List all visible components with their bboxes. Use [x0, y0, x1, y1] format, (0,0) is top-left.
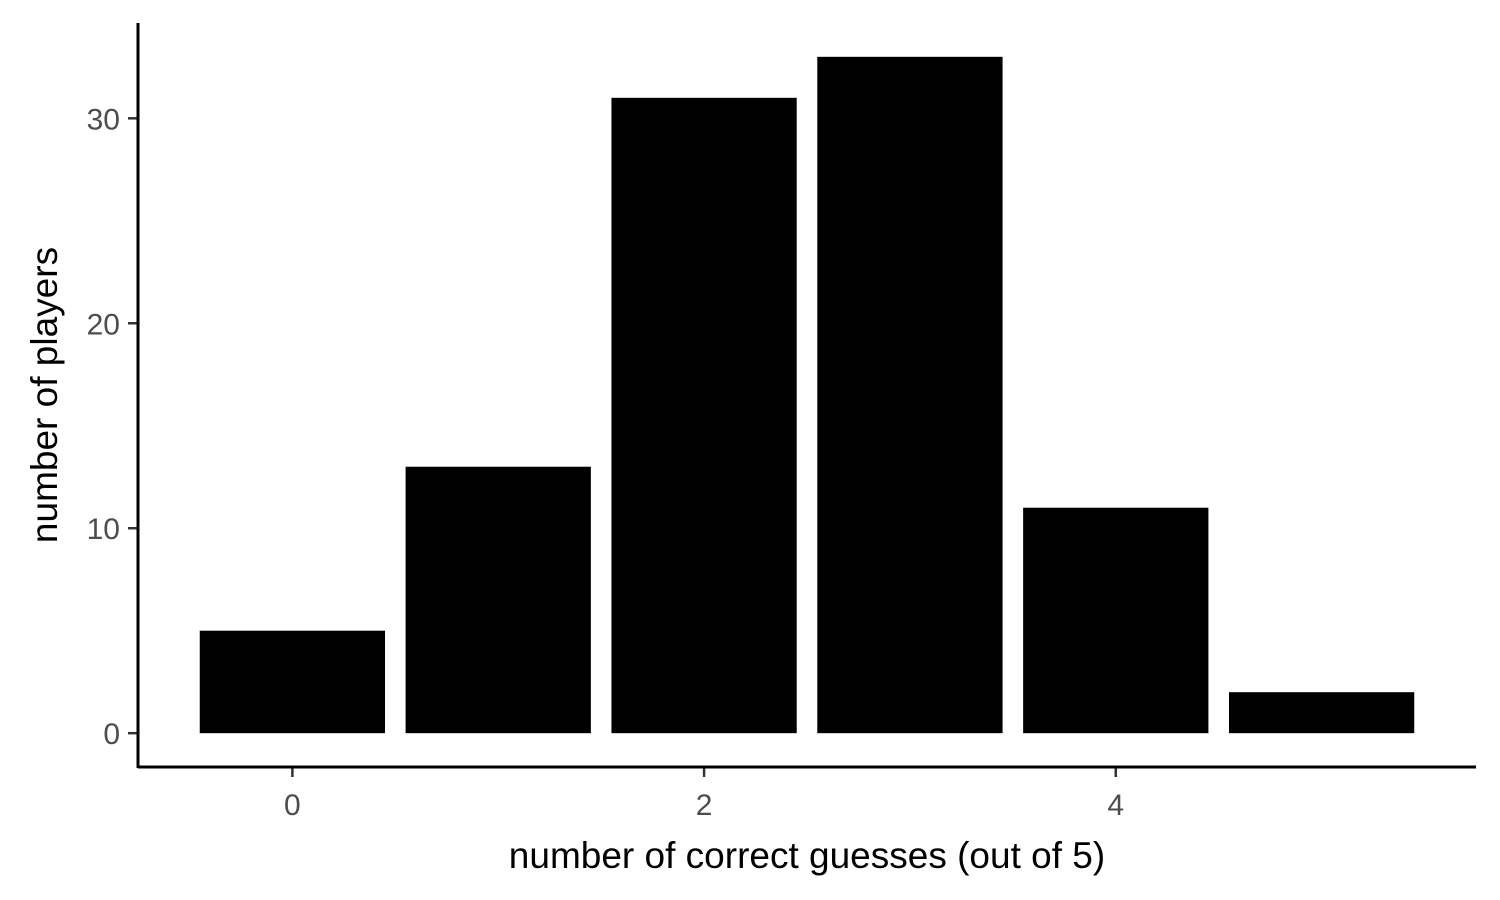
y-tick-label: 10 [87, 513, 120, 546]
x-axis-ticks: 0 2 4 [284, 767, 1124, 822]
bar-2 [611, 97, 797, 734]
x-tick-label: 0 [284, 789, 301, 822]
bar-3 [817, 56, 1003, 734]
y-axis-ticks: 0 10 20 30 [87, 103, 138, 751]
y-tick-label: 20 [87, 308, 120, 341]
bar-1 [405, 466, 591, 734]
x-tick-label: 4 [1107, 789, 1124, 822]
x-axis-title: number of correct guesses (out of 5) [509, 835, 1105, 876]
bar-0 [199, 630, 386, 734]
x-tick-label: 2 [696, 789, 713, 822]
y-tick-label: 30 [87, 103, 120, 136]
bar-5 [1228, 692, 1415, 734]
bar-4 [1023, 507, 1209, 734]
y-axis-title: number of players [24, 247, 65, 543]
y-tick-label: 0 [103, 718, 120, 751]
bars-group [199, 56, 1415, 734]
